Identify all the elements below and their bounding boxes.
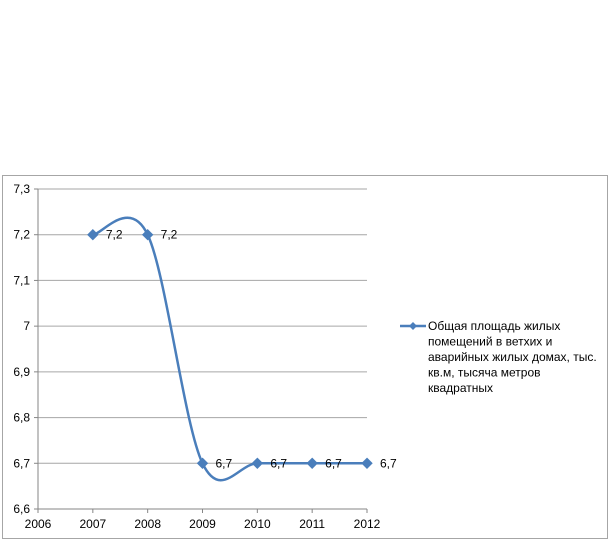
data-label: 6,7 — [380, 456, 397, 470]
legend-label: Общая площадь жилых — [428, 319, 560, 333]
y-tick-label: 6,8 — [13, 411, 30, 425]
y-tick-label: 6,9 — [13, 365, 30, 379]
y-tick-label: 7,3 — [13, 182, 30, 196]
data-point-marker — [306, 457, 318, 469]
data-label: 7,2 — [161, 228, 178, 242]
chart-frame — [2, 175, 608, 539]
y-tick-label: 7,1 — [13, 273, 30, 287]
x-tick-label: 2009 — [189, 517, 216, 531]
data-point-marker — [251, 457, 264, 469]
x-tick-label: 2012 — [354, 517, 381, 531]
legend-label: аварийных жилых домах, тыс. — [428, 350, 597, 364]
data-label: 7,2 — [106, 228, 123, 242]
x-tick-label: 2008 — [134, 517, 161, 531]
legend-label: квадратных — [428, 381, 493, 395]
legend-marker — [409, 322, 417, 330]
x-tick-label: 2006 — [25, 517, 52, 531]
x-tick-label: 2011 — [299, 517, 325, 531]
y-tick-label: 6,7 — [13, 456, 30, 470]
data-point-marker — [361, 457, 373, 469]
data-point-marker — [196, 457, 209, 469]
x-tick-label: 2007 — [79, 517, 106, 531]
legend-label: помещений в ветхих и — [428, 335, 552, 349]
series-line — [92, 216, 367, 482]
data-label: 6,7 — [270, 456, 287, 470]
x-tick-label: 2010 — [244, 517, 271, 531]
data-point-marker — [141, 229, 154, 241]
y-tick-label: 7,2 — [13, 228, 30, 242]
data-label: 6,7 — [325, 456, 342, 470]
data-point-marker — [87, 229, 99, 241]
legend-label: кв.м, тысяча метров — [428, 366, 541, 380]
data-label: 6,7 — [216, 456, 233, 470]
y-tick-label: 7 — [23, 319, 30, 333]
y-tick-label: 6,6 — [13, 502, 30, 516]
